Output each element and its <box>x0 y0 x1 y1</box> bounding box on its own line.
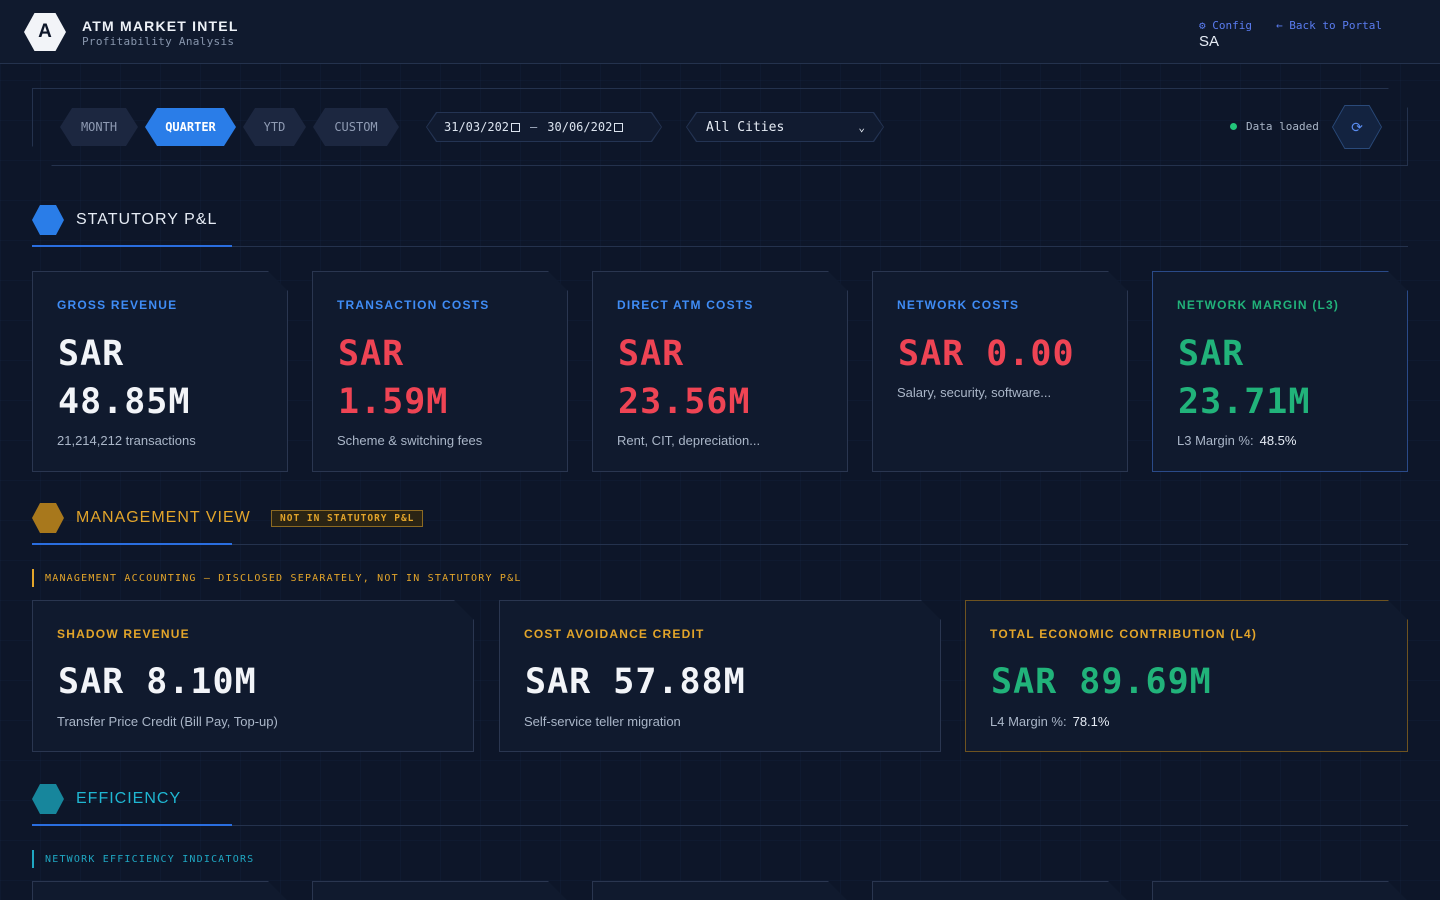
mgmt-card-total-economic-contribution: TOTAL ECONOMIC CONTRIBUTION (L4) SAR 89.… <box>965 600 1408 752</box>
margin-label: L3 Margin %: <box>1177 433 1254 448</box>
period-custom-button[interactable]: CUSTOM <box>313 108 399 146</box>
section-divider-accent <box>32 245 232 247</box>
kpi-value-amount: 1.59M <box>338 382 449 422</box>
kpi-value: SAR 8.10M <box>58 662 257 702</box>
kpi-subtext: L4 Margin %: 78.1% <box>990 714 1109 729</box>
kpi-subtext: Scheme & switching fees <box>337 433 483 448</box>
kpi-value: SAR 89.69M <box>991 662 1212 702</box>
kpi-card-gross-revenue: GROSS REVENUE SAR 48.85M 21,214,212 tran… <box>32 271 288 472</box>
kpi-card-direct-atm-costs: DIRECT ATM COSTS SAR 23.56M Rent, CIT, d… <box>592 271 848 472</box>
section-divider-accent <box>32 543 232 545</box>
date-from-input[interactable]: 31/03/202 <box>444 120 510 134</box>
date-to-input[interactable]: 30/06/202 <box>547 120 613 134</box>
section-divider-accent <box>32 824 232 826</box>
city-select[interactable]: All Cities ⌄ <box>686 112 884 142</box>
kpi-value: SAR 57.88M <box>525 662 746 702</box>
header-links: ⚙ Config ← Back to Portal <box>1199 19 1406 32</box>
kpi-value-currency: SAR <box>1178 334 1245 374</box>
section-title-efficiency: EFFICIENCY <box>76 790 182 807</box>
data-status-text: Data loaded <box>1246 120 1319 133</box>
kpi-value: SAR 0.00 <box>898 334 1075 374</box>
kpi-subtext: Rent, CIT, depreciation... <box>617 433 761 448</box>
kpi-label: TRANSACTION COSTS <box>337 298 490 312</box>
kpi-card-transaction-costs: TRANSACTION COSTS SAR 1.59M Scheme & swi… <box>312 271 568 472</box>
calendar-icon[interactable] <box>511 123 520 132</box>
back-to-portal-link[interactable]: ← Back to Portal <box>1275 19 1382 32</box>
section-hex-icon <box>32 503 64 533</box>
config-link[interactable]: ⚙ Config <box>1199 19 1252 32</box>
kpi-value-currency: SAR <box>58 334 125 374</box>
top-header: A ATM MARKET INTEL Profitability Analysi… <box>0 0 1440 64</box>
app-subtitle: Profitability Analysis <box>82 35 235 48</box>
data-status: Data loaded <box>1230 120 1319 133</box>
efficiency-card <box>32 881 288 900</box>
kpi-subtext: Salary, security, software... <box>897 385 1052 400</box>
kpi-card-network-costs: NETWORK COSTS SAR 0.00 Salary, security,… <box>872 271 1128 472</box>
kpi-subtext: L3 Margin %: 48.5% <box>1177 433 1296 448</box>
kpi-label: NETWORK MARGIN (L3) <box>1177 298 1340 312</box>
kpi-value-amount: 48.85M <box>58 382 191 422</box>
section-divider <box>32 825 1408 826</box>
kpi-label: GROSS REVENUE <box>57 298 178 312</box>
kpi-label: COST AVOIDANCE CREDIT <box>524 627 705 641</box>
chevron-down-icon: ⌄ <box>858 121 865 134</box>
efficiency-card <box>592 881 848 900</box>
efficiency-card <box>312 881 568 900</box>
margin-label: L4 Margin %: <box>990 714 1067 729</box>
kpi-value-amount: 23.56M <box>618 382 751 422</box>
refresh-button[interactable]: ⟳ <box>1332 105 1382 149</box>
section-divider <box>32 544 1408 545</box>
kpi-label: TOTAL ECONOMIC CONTRIBUTION (L4) <box>990 627 1258 641</box>
section-title-statutory: STATUTORY P&L <box>76 211 218 228</box>
period-month-button[interactable]: MONTH <box>60 108 138 146</box>
kpi-subtext: Self-service teller migration <box>524 714 681 729</box>
kpi-value-amount: 23.71M <box>1178 382 1311 422</box>
kpi-subtext: Transfer Price Credit (Bill Pay, Top-up) <box>57 714 278 729</box>
section-divider <box>32 246 1408 247</box>
kpi-value-currency: SAR <box>338 334 405 374</box>
management-note: MANAGEMENT ACCOUNTING — DISCLOSED SEPARA… <box>32 569 522 587</box>
calendar-icon[interactable] <box>614 123 623 132</box>
kpi-label: DIRECT ATM COSTS <box>617 298 754 312</box>
period-quarter-button[interactable]: QUARTER <box>145 108 236 146</box>
date-range-picker[interactable]: 31/03/202 — 30/06/202 <box>426 112 662 142</box>
status-dot-icon <box>1230 123 1237 130</box>
not-in-statutory-badge: NOT IN STATUTORY P&L <box>271 510 424 527</box>
efficiency-note: NETWORK EFFICIENCY INDICATORS <box>32 850 254 868</box>
section-hex-icon <box>32 784 64 814</box>
user-initials[interactable]: SA <box>1199 33 1220 50</box>
kpi-subtext: 21,214,212 transactions <box>57 433 196 448</box>
efficiency-card <box>872 881 1128 900</box>
kpi-card-network-margin: NETWORK MARGIN (L3) SAR 23.71M L3 Margin… <box>1152 271 1408 472</box>
app-title: ATM MARKET INTEL <box>82 18 239 34</box>
mgmt-card-shadow-revenue: SHADOW REVENUE SAR 8.10M Transfer Price … <box>32 600 474 752</box>
efficiency-card <box>1152 881 1408 900</box>
app-logo: A <box>24 13 66 51</box>
section-hex-icon <box>32 205 64 235</box>
city-select-value: All Cities <box>706 119 785 135</box>
mgmt-card-cost-avoidance: COST AVOIDANCE CREDIT SAR 57.88M Self-se… <box>499 600 941 752</box>
period-ytd-button[interactable]: YTD <box>243 108 306 146</box>
margin-value: 48.5% <box>1259 433 1297 448</box>
section-title-management: MANAGEMENT VIEW <box>76 509 251 526</box>
kpi-value-currency: SAR <box>618 334 685 374</box>
kpi-label: SHADOW REVENUE <box>57 627 190 641</box>
kpi-label: NETWORK COSTS <box>897 298 1020 312</box>
margin-value: 78.1% <box>1072 714 1110 729</box>
filter-bar <box>32 88 1408 166</box>
refresh-icon: ⟳ <box>1333 106 1381 148</box>
date-separator: — <box>530 120 538 134</box>
